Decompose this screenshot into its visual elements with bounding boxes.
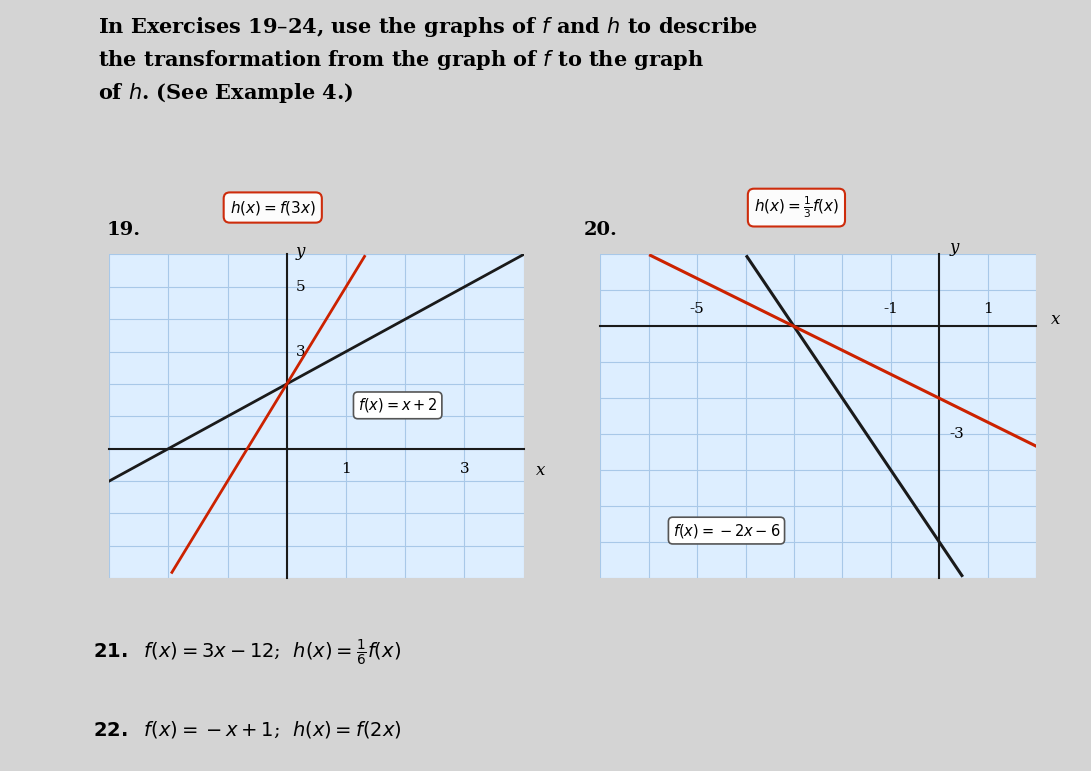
Text: y: y [949, 239, 959, 256]
Text: 5: 5 [296, 280, 305, 294]
Text: $\mathbf{22.}$  $f(x) = -x + 1$;  $h(x) = f(2x)$: $\mathbf{22.}$ $f(x) = -x + 1$; $h(x) = … [93, 719, 401, 740]
Text: In Exercises 19–24, use the graphs of $f$ and $h$ to describe
the transformation: In Exercises 19–24, use the graphs of $f… [98, 15, 758, 105]
Text: 1: 1 [341, 462, 351, 476]
Text: 3: 3 [459, 462, 469, 476]
Text: $f(x) = -2x - 6$: $f(x) = -2x - 6$ [673, 521, 780, 540]
Text: -3: -3 [949, 427, 964, 441]
Text: -1: -1 [884, 301, 898, 315]
Text: 1: 1 [983, 301, 993, 315]
Text: y: y [296, 243, 305, 260]
Text: $\mathbf{21.}$  $f(x) = 3x - 12$;  $h(x) = \frac{1}{6}f(x)$: $\mathbf{21.}$ $f(x) = 3x - 12$; $h(x) =… [93, 638, 400, 668]
Text: x: x [1051, 311, 1060, 328]
Text: -5: -5 [690, 301, 705, 315]
Text: $h(x) = \frac{1}{3}f(x)$: $h(x) = \frac{1}{3}f(x)$ [754, 195, 839, 221]
Text: 20.: 20. [584, 221, 618, 239]
Text: $h(x) = f(3x)$: $h(x) = f(3x)$ [230, 198, 315, 217]
Text: 3: 3 [296, 345, 305, 359]
Text: x: x [536, 462, 544, 479]
Text: $f(x) = x + 2$: $f(x) = x + 2$ [358, 396, 437, 414]
Text: 19.: 19. [107, 221, 141, 239]
